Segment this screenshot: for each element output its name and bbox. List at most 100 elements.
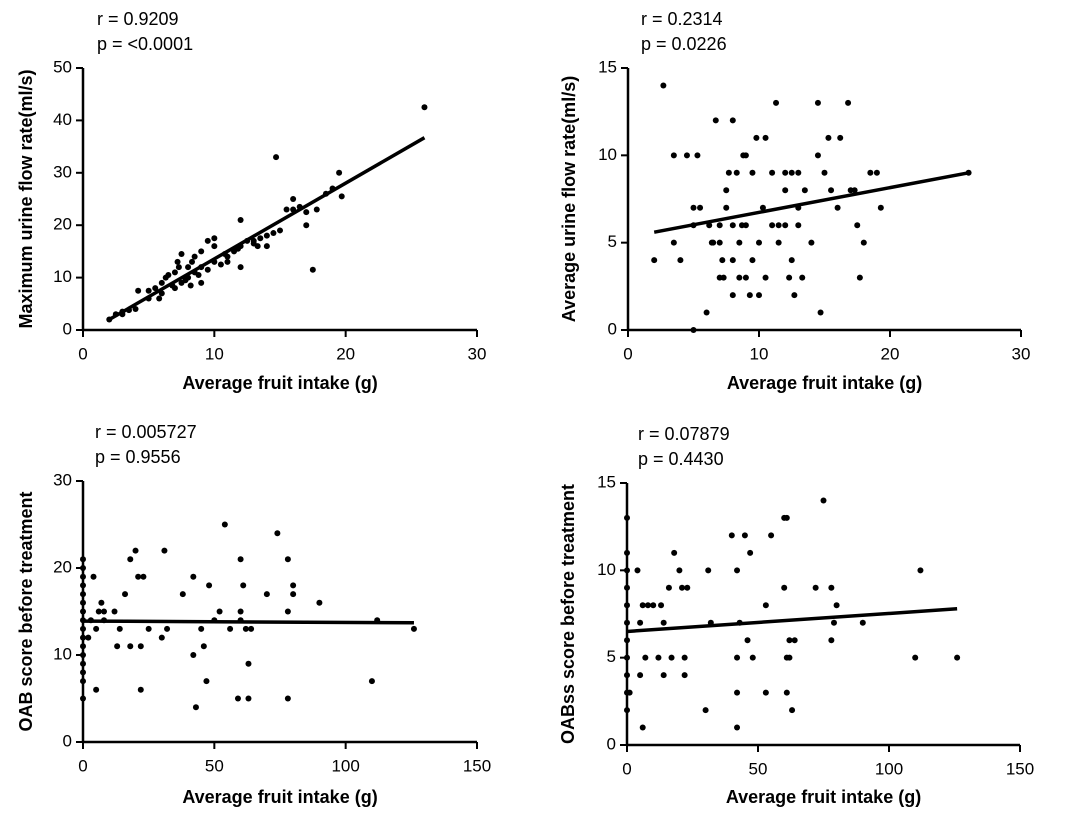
point [681, 654, 688, 661]
point [690, 327, 697, 333]
y-tick-label: 0 [63, 319, 72, 338]
x-tick-label: 50 [749, 759, 768, 778]
point [725, 169, 732, 176]
point [250, 237, 257, 244]
point [237, 556, 244, 563]
point [135, 573, 142, 580]
point [303, 222, 310, 229]
point [270, 230, 277, 237]
point [644, 602, 651, 609]
point [670, 152, 677, 159]
point [710, 239, 717, 246]
point [111, 608, 118, 615]
y-axis-label: OABss score before treatment [558, 484, 578, 744]
x-axis-label: Average fruit intake (g) [182, 787, 377, 807]
point [132, 547, 139, 554]
point [263, 243, 270, 250]
point [145, 287, 152, 294]
point [624, 637, 630, 644]
point [749, 654, 756, 661]
point [821, 169, 828, 176]
point [660, 672, 667, 679]
annotation: p = 0.9556 [95, 447, 181, 467]
point [93, 686, 100, 693]
point [734, 654, 741, 661]
point [93, 625, 100, 632]
y-tick-label: 10 [53, 267, 72, 286]
point [697, 204, 704, 211]
point [744, 637, 751, 644]
point [820, 497, 827, 504]
point [257, 235, 264, 242]
y-tick-label: 0 [608, 319, 617, 338]
point [684, 584, 691, 591]
trend-line [653, 171, 969, 234]
point [242, 625, 249, 632]
point [671, 549, 678, 556]
point [651, 257, 658, 264]
y-axis-label: Average urine flow rate(ml/s) [559, 76, 579, 322]
y-tick-label: 5 [607, 647, 616, 666]
y-tick-label: 15 [597, 472, 616, 491]
point [769, 222, 776, 229]
point [227, 625, 234, 632]
point [734, 724, 741, 731]
point [859, 619, 866, 626]
y-tick-label: 20 [53, 215, 72, 234]
point [290, 582, 297, 589]
point [190, 573, 197, 580]
point [782, 169, 789, 176]
point [175, 264, 182, 271]
point [624, 584, 630, 591]
x-tick-label: 50 [205, 756, 224, 775]
y-tick-label: 10 [598, 145, 617, 164]
point [860, 239, 867, 246]
annotation: r = 0.9209 [97, 9, 179, 29]
point [237, 216, 244, 223]
point [736, 274, 743, 281]
point [690, 204, 697, 211]
point [856, 274, 863, 281]
point [749, 169, 756, 176]
point [683, 152, 690, 159]
point [98, 599, 105, 606]
point [762, 602, 769, 609]
y-tick-label: 5 [608, 232, 617, 251]
point [189, 258, 196, 265]
annotation: r = 0.07879 [638, 424, 730, 444]
point [702, 707, 709, 714]
point [637, 672, 644, 679]
x-tick-label: 10 [205, 344, 224, 363]
point [734, 567, 741, 574]
point [626, 689, 633, 696]
point [152, 285, 159, 292]
point [729, 222, 736, 229]
y-tick-label: 10 [53, 644, 72, 663]
point [642, 654, 649, 661]
point [799, 274, 806, 281]
y-tick-label: 50 [53, 57, 72, 76]
point [851, 187, 858, 194]
point [720, 274, 727, 281]
point [677, 257, 684, 264]
point [624, 602, 630, 609]
point [783, 689, 790, 696]
point [185, 264, 192, 271]
point [165, 271, 172, 278]
x-tick-label: 30 [1012, 344, 1031, 363]
point [782, 187, 789, 194]
point [834, 204, 841, 211]
point [410, 625, 417, 632]
point [421, 104, 428, 111]
point [116, 625, 123, 632]
y-tick-label: 40 [53, 110, 72, 129]
point [137, 643, 144, 650]
point [145, 625, 152, 632]
point [789, 707, 796, 714]
point [681, 672, 688, 679]
point [80, 660, 86, 667]
point [736, 239, 743, 246]
point [178, 251, 185, 258]
point [814, 99, 821, 106]
